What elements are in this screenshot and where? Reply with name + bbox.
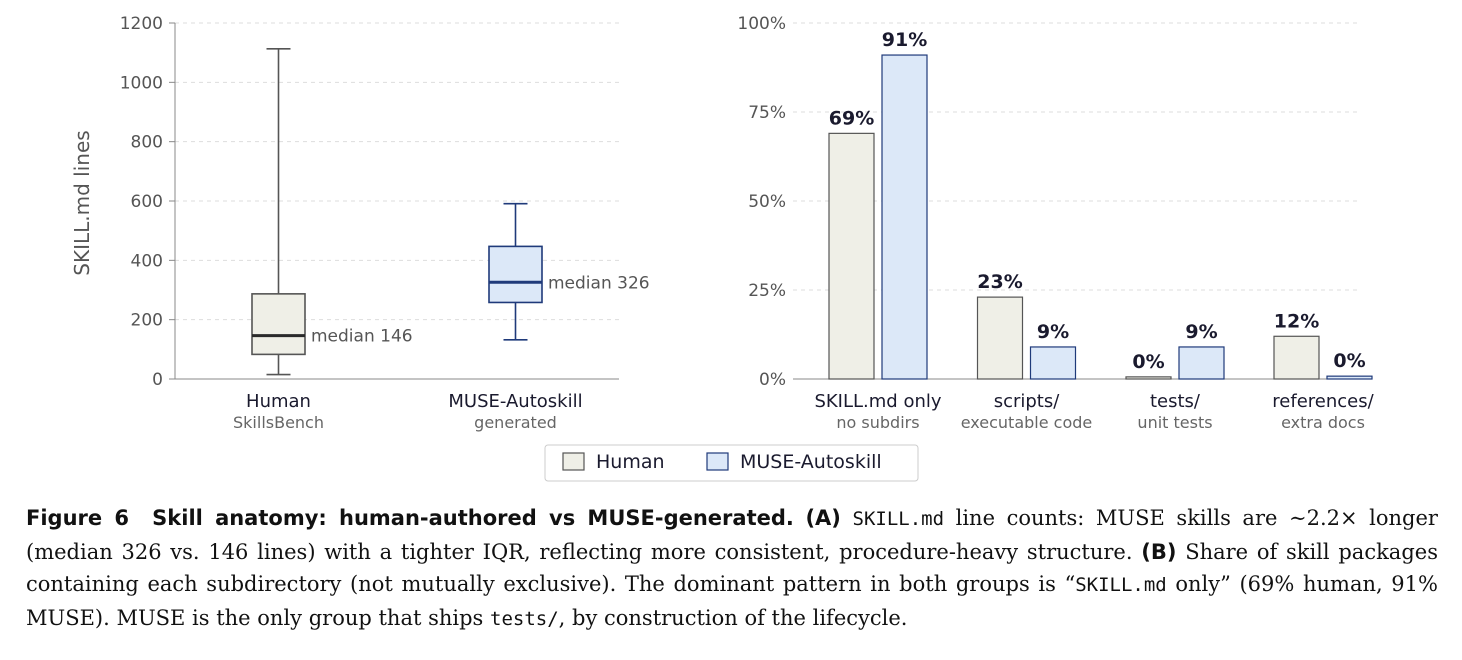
legend-frame bbox=[544, 444, 919, 482]
caption-code-tests: tests/ bbox=[490, 607, 559, 630]
bar-data-label: 12% bbox=[1274, 310, 1319, 332]
panel-b-barchart: 0% 25% 50% 75% 100% 69% 91% 23% 9% 0% 9% 12% 0% SKI… bbox=[737, 14, 1374, 432]
panel-a-y-tick-label: 400 bbox=[131, 251, 163, 271]
panel-b-y-tick-label: 25% bbox=[748, 281, 786, 301]
panel-b-y-tick-label: 50% bbox=[748, 192, 786, 212]
caption-text-a: line counts: MUSE skills are ∼2.2× longe… bbox=[26, 506, 1438, 564]
bar-muse bbox=[1178, 346, 1225, 380]
legend-label-human: Human bbox=[596, 451, 665, 473]
panel-a-boxplot: 0 200 400 600 800 1000 1200 median 146 median 3… bbox=[70, 14, 650, 432]
bar-human bbox=[828, 132, 875, 380]
caption-text-b2: only” (69% human, 91% MUSE). MUSE is the… bbox=[26, 572, 1438, 630]
panel-b-category-label: scripts/ bbox=[994, 391, 1061, 412]
caption-code-skill-md-2: SKILL.md bbox=[1075, 574, 1167, 596]
panel-b-y-tick-label: 75% bbox=[748, 103, 786, 123]
caption-title: Skill anatomy: human-authored vs MUSE-ge… bbox=[152, 506, 794, 530]
panel-a-y-tick-label: 0 bbox=[152, 370, 163, 390]
panel-b-y-tick-label: 0% bbox=[759, 370, 786, 390]
caption-text-b1: Share of skill packages containing each … bbox=[26, 539, 1438, 597]
panel-a-y-tick-label: 1000 bbox=[120, 73, 163, 93]
box-iqr bbox=[251, 293, 306, 356]
caption-text-b3: , by construction of the lifecycle. bbox=[558, 605, 908, 630]
box-muse: median 326 bbox=[488, 202, 650, 341]
panel-a-y-tick-label: 1200 bbox=[120, 14, 163, 34]
panel-b-category-label: SKILL.md only bbox=[814, 391, 941, 412]
bar-data-label: 9% bbox=[1037, 321, 1069, 343]
panel-b-category-sublabel: extra docs bbox=[1281, 413, 1365, 432]
bar-data-label: 69% bbox=[829, 107, 874, 129]
panel-b-y-ticks: 0% 25% 50% 75% 100% bbox=[737, 14, 786, 390]
panel-a-category-label: MUSE-Autoskill bbox=[448, 391, 582, 412]
panel-b-category-sublabel: no subdirs bbox=[836, 413, 919, 432]
panel-a-category-sublabel: generated bbox=[474, 413, 557, 432]
panel-a-y-tick-label: 200 bbox=[131, 311, 163, 331]
legend-label-muse: MUSE-Autoskill bbox=[740, 451, 882, 473]
panel-a-category-sublabel: SkillsBench bbox=[233, 413, 324, 432]
caption-tag-a: (A) bbox=[805, 506, 841, 530]
legend-swatch-human bbox=[562, 452, 585, 471]
panel-a-y-axis-label: SKILL.md lines bbox=[70, 130, 94, 275]
legend: Human MUSE-Autoskill bbox=[544, 444, 919, 482]
caption-tag-b: (B) bbox=[1141, 539, 1177, 564]
bar-data-label: 0% bbox=[1333, 350, 1365, 372]
panel-b-category-label: tests/ bbox=[1150, 391, 1201, 412]
bar-human bbox=[1125, 376, 1172, 380]
bar-human bbox=[1273, 335, 1320, 380]
box-median-label: median 146 bbox=[311, 327, 413, 347]
panel-a-y-tick-label: 800 bbox=[131, 133, 163, 153]
panel-a-gridlines bbox=[175, 22, 619, 321]
panel-a-y-tick-label: 600 bbox=[131, 192, 163, 212]
panel-b-y-tick-label: 100% bbox=[737, 14, 786, 34]
panel-b-category-sublabel: unit tests bbox=[1137, 413, 1212, 432]
bar-data-label: 9% bbox=[1185, 321, 1217, 343]
panel-b-category-label: references/ bbox=[1272, 391, 1374, 412]
legend-swatch-muse bbox=[706, 452, 729, 471]
bar-data-label: 0% bbox=[1132, 351, 1164, 373]
panel-a-boxes: median 146 median 326 bbox=[251, 48, 650, 376]
caption-code-skill-md: SKILL.md bbox=[852, 508, 945, 530]
caption-figure-label: Figure 6 bbox=[26, 506, 129, 530]
figure: 0 200 400 600 800 1000 1200 median 146 median 3… bbox=[70, 14, 1375, 482]
bar-data-label: 23% bbox=[977, 271, 1022, 293]
box-human: median 146 bbox=[251, 48, 413, 376]
panel-b-category-sublabel: executable code bbox=[961, 413, 1093, 432]
panel-b-bars: 69% 91% 23% 9% 0% 9% 12% 0% bbox=[828, 29, 1373, 380]
bar-human bbox=[976, 296, 1024, 380]
bar-muse bbox=[1029, 346, 1077, 380]
figure-caption: Figure 6 Skill anatomy: human-authored v… bbox=[26, 502, 1438, 635]
bar-data-label: 91% bbox=[882, 29, 927, 51]
panel-a-y-ticks: 0 200 400 600 800 1000 1200 bbox=[120, 14, 175, 390]
bar-muse bbox=[1326, 375, 1373, 380]
panel-b-gridlines bbox=[793, 22, 1357, 291]
box-iqr bbox=[488, 245, 543, 304]
panel-a-category-label: Human bbox=[246, 391, 311, 412]
box-median-label: median 326 bbox=[548, 273, 650, 293]
bar-muse bbox=[881, 54, 928, 380]
